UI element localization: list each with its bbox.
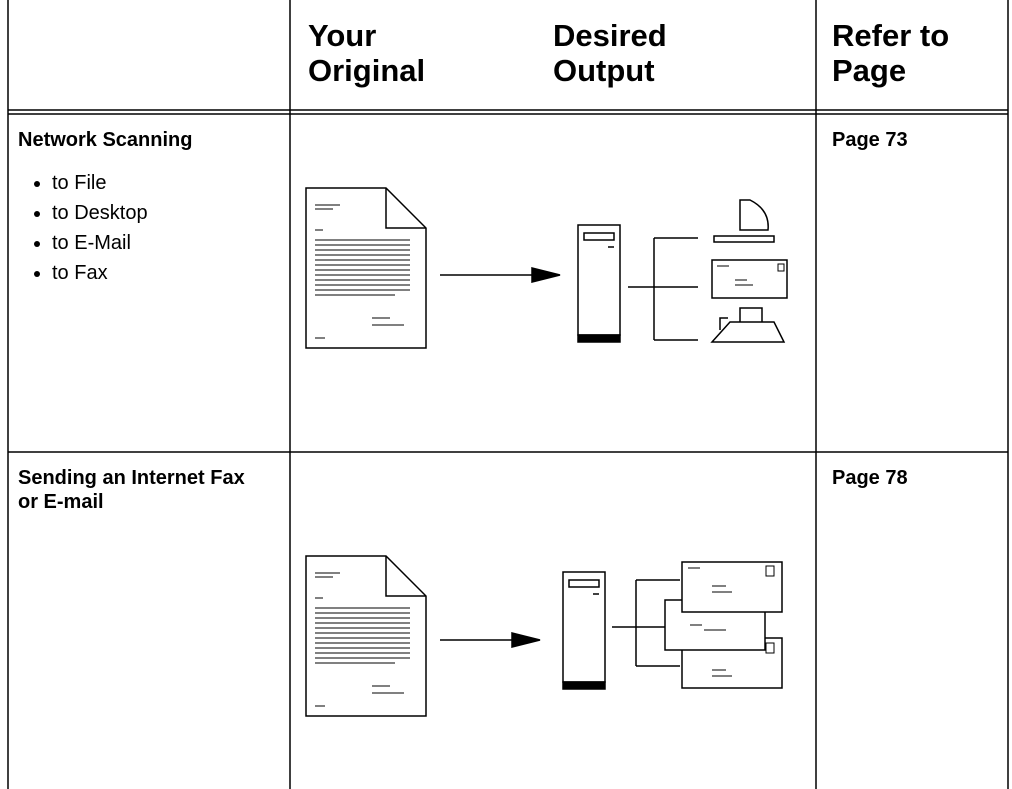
header-cell: Your Original	[308, 18, 426, 88]
document-icon	[305, 555, 427, 717]
list-item: to Desktop	[52, 198, 148, 228]
envelope-icon	[711, 259, 788, 299]
server-icon	[577, 224, 621, 343]
header-cell: Desired Output	[553, 18, 667, 88]
item-list: to File to Desktop to E-Mail to Fax	[10, 168, 148, 288]
row-title: Network Scanning	[18, 129, 193, 151]
list-item: to E-Mail	[52, 228, 148, 258]
fax-icon	[710, 307, 786, 343]
header-cell: Refer to Page	[832, 18, 950, 88]
page-ref: Page 73	[832, 129, 908, 151]
desktop-icon	[713, 199, 775, 243]
server-icon	[562, 571, 606, 690]
row-title: Sending an Internet Fax or E-mail	[18, 467, 245, 513]
envelope-stack	[664, 561, 783, 689]
list-item: to File	[52, 168, 148, 198]
document-icon	[305, 187, 427, 349]
page-ref: Page 78	[832, 467, 908, 489]
list-item: to Fax	[52, 258, 148, 288]
